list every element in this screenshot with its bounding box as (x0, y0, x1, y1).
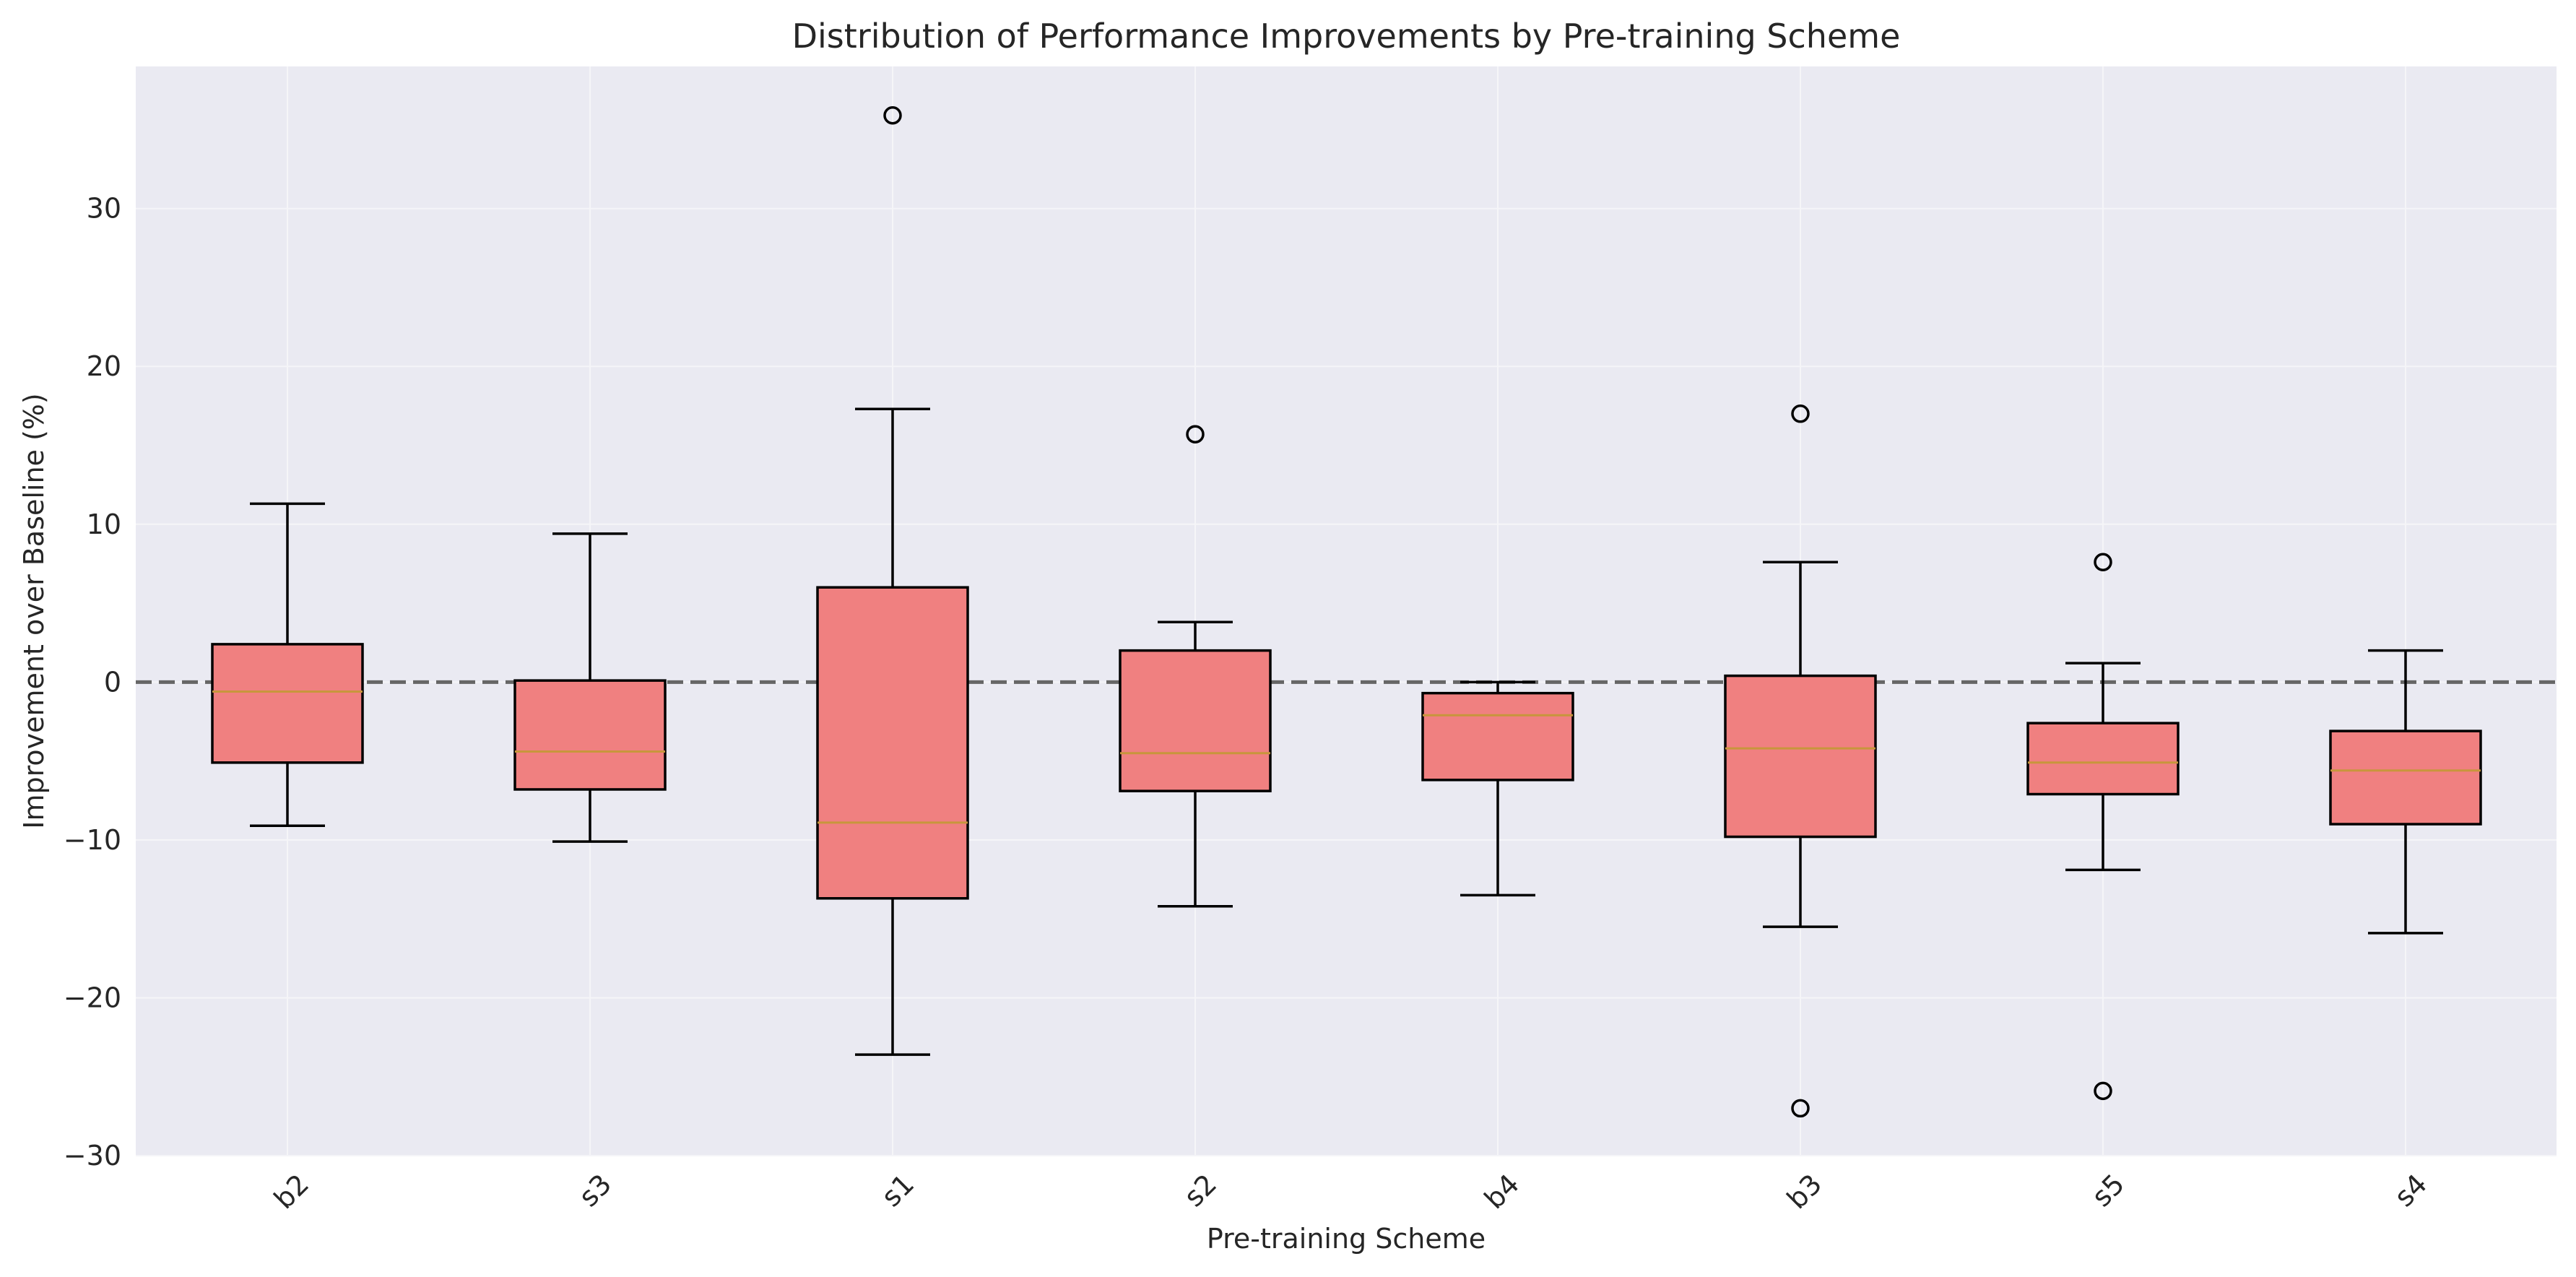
box-s3 (513, 532, 667, 843)
y-tick-label: −20 (64, 982, 121, 1013)
x-tick-label: b2 (268, 1168, 315, 1215)
x-tick-label: s1 (875, 1168, 920, 1213)
chart-title: Distribution of Performance Improvements… (792, 17, 1901, 56)
boxes-group (211, 106, 2482, 1118)
x-tick-label: s3 (573, 1168, 617, 1213)
outlier-point (2094, 553, 2112, 571)
box-s2 (1119, 425, 1272, 908)
box-s4 (2329, 649, 2482, 935)
box-s5 (2026, 553, 2180, 1101)
box-b3 (1724, 404, 1877, 1118)
x-tick-label: s5 (2086, 1168, 2130, 1213)
y-tick-label: 0 (104, 666, 121, 698)
x-tick-label: s4 (2388, 1168, 2433, 1213)
x-axis: b2 s3 s1 s2 b4 b3 s5 s4 (268, 1168, 2433, 1215)
box-b4 (1421, 680, 1574, 897)
plot-background (136, 66, 2557, 1156)
iqr-box (2026, 722, 2180, 796)
iqr-box (211, 643, 364, 764)
y-tick-label: 10 (87, 508, 121, 540)
y-tick-label: −30 (64, 1140, 121, 1172)
y-tick-label: 20 (87, 350, 121, 382)
iqr-box (2329, 730, 2482, 826)
y-tick-label: −10 (64, 824, 121, 856)
outlier-point (2094, 1081, 2112, 1101)
x-tick-label: b4 (1478, 1168, 1525, 1215)
box-s1 (816, 106, 969, 1056)
iqr-box (1421, 691, 1574, 782)
outlier-point (1791, 1099, 1810, 1118)
iqr-box (513, 679, 667, 791)
outlier-point (1186, 425, 1205, 443)
y-tick-label: 30 (87, 193, 121, 225)
y-axis-label: Improvement over Baseline (%) (18, 393, 50, 828)
y-axis: −30 −20 −10 0 10 20 30 (64, 193, 121, 1172)
iqr-box (816, 586, 969, 900)
x-tick-label: s2 (1178, 1168, 1223, 1213)
iqr-box (1119, 649, 1272, 792)
x-axis-label: Pre-training Scheme (1207, 1223, 1486, 1255)
outlier-point (1791, 404, 1810, 423)
iqr-box (1724, 674, 1877, 839)
x-tick-label: b3 (1781, 1168, 1828, 1215)
outlier-point (883, 106, 902, 125)
box-b2 (211, 502, 364, 827)
